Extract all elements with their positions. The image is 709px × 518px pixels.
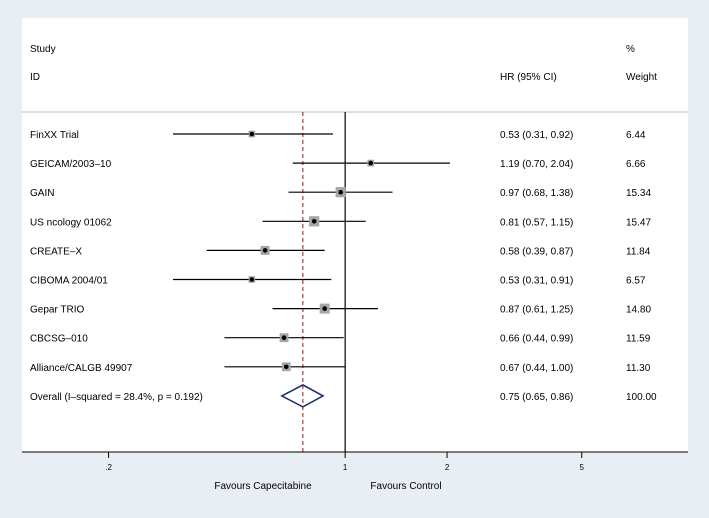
study-name: CBCSG–010 <box>30 334 88 345</box>
favours-capecitabine-label: Favours Capecitabine <box>214 481 312 492</box>
study-point-estimate <box>281 335 287 341</box>
study-name: Gepar TRIO <box>30 305 84 316</box>
study-weight: 6.66 <box>626 159 646 170</box>
header-hr-ci: HR (95% CI) <box>500 72 557 83</box>
x-tick-label: 5 <box>580 463 585 472</box>
header-id: ID <box>30 72 40 83</box>
study-name: GEICAM/2003–10 <box>30 159 112 170</box>
study-point-estimate <box>322 306 327 311</box>
study-name: US ncology 01062 <box>30 217 112 228</box>
overall-diamond <box>280 383 325 408</box>
study-point-estimate <box>368 160 374 166</box>
study-name: CREATE–X <box>30 246 82 257</box>
study-hr-ci: 1.19 (0.70, 2.04) <box>500 159 573 170</box>
study-name: CIBOMA 2004/01 <box>30 276 108 287</box>
study-hr-ci: 0.53 (0.31, 0.92) <box>500 130 573 141</box>
study-point-estimate <box>262 248 268 253</box>
overall-weight: 100.00 <box>626 392 657 403</box>
study-hr-ci: 0.58 (0.39, 0.87) <box>500 246 573 257</box>
x-tick-label: 1 <box>343 463 348 472</box>
study-hr-ci: 0.97 (0.68, 1.38) <box>500 188 573 199</box>
header-weight: Weight <box>626 72 657 83</box>
study-point-estimate <box>311 219 317 224</box>
overall-hr-ci: 0.75 (0.65, 0.86) <box>500 392 573 403</box>
header-study: Study <box>30 44 56 55</box>
study-hr-ci: 0.66 (0.44, 0.99) <box>500 334 573 345</box>
study-name: Alliance/CALGB 49907 <box>30 363 133 374</box>
study-rows: FinXX Trial 0.53 (0.31, 0.92) 6.44 GEICAM/2… <box>30 112 657 452</box>
study-point-estimate <box>283 364 289 370</box>
favours-control-label: Favours Control <box>370 481 441 492</box>
study-weight: 11.30 <box>626 363 651 374</box>
study-hr-ci: 0.87 (0.61, 1.25) <box>500 305 573 316</box>
study-point-estimate <box>249 277 255 282</box>
study-hr-ci: 0.53 (0.31, 0.91) <box>500 276 573 287</box>
x-tick-label: 2 <box>445 463 450 472</box>
study-weight: 11.59 <box>626 334 651 345</box>
study-weight: 15.47 <box>626 217 651 228</box>
overall-label: Overall (I–squared = 28.4%, p = 0.192) <box>30 392 203 403</box>
study-hr-ci: 0.67 (0.44, 1.00) <box>500 363 573 374</box>
study-point-estimate <box>338 189 343 195</box>
study-hr-ci: 0.81 (0.57, 1.15) <box>500 217 573 228</box>
study-weight: 11.84 <box>626 246 651 257</box>
study-weight: 15.34 <box>626 188 651 199</box>
x-axis-ticks: .2 1 2 5 <box>105 452 585 472</box>
x-tick-label: .2 <box>105 463 112 472</box>
study-weight: 14.80 <box>626 305 651 316</box>
study-weight: 6.57 <box>626 276 646 287</box>
plot-area <box>22 18 688 452</box>
study-name: GAIN <box>30 188 54 199</box>
study-weight: 6.44 <box>626 130 646 141</box>
header-percent: % <box>626 44 635 55</box>
study-point-estimate <box>249 131 255 137</box>
study-name: FinXX Trial <box>30 130 79 141</box>
